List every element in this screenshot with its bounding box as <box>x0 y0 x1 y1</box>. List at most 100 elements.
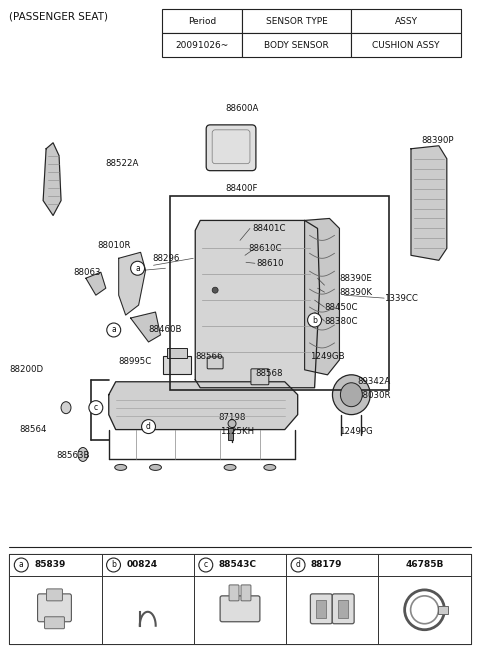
Text: SENSOR TYPE: SENSOR TYPE <box>266 17 327 26</box>
Text: d: d <box>146 422 151 431</box>
Text: 88401C: 88401C <box>252 224 286 233</box>
Bar <box>378 554 471 576</box>
Polygon shape <box>86 272 106 295</box>
Circle shape <box>199 558 213 572</box>
Text: 85839: 85839 <box>34 560 66 569</box>
Text: 88390E: 88390E <box>339 274 372 283</box>
Polygon shape <box>119 253 145 315</box>
Text: 88600A: 88600A <box>225 104 259 113</box>
Ellipse shape <box>150 464 161 470</box>
Text: 00824: 00824 <box>126 560 157 569</box>
Bar <box>242 9 351 33</box>
Text: (PASSENGER SEAT): (PASSENGER SEAT) <box>9 11 108 22</box>
Bar <box>351 33 461 57</box>
Polygon shape <box>131 312 160 342</box>
Bar <box>351 9 461 33</box>
Bar <box>286 554 378 576</box>
Text: ASSY: ASSY <box>395 17 418 26</box>
Text: b: b <box>312 316 317 325</box>
Text: 88450C: 88450C <box>324 302 358 312</box>
Circle shape <box>212 287 218 293</box>
Ellipse shape <box>340 382 362 407</box>
Bar <box>162 33 242 57</box>
Bar <box>338 600 348 618</box>
Text: 1249GB: 1249GB <box>310 352 344 361</box>
Ellipse shape <box>78 447 88 461</box>
Circle shape <box>142 420 156 434</box>
Circle shape <box>131 261 144 276</box>
Bar <box>162 9 242 33</box>
Text: a: a <box>135 264 140 273</box>
Polygon shape <box>411 146 447 260</box>
Bar <box>164 356 192 374</box>
Bar <box>438 606 448 614</box>
Bar <box>9 576 102 644</box>
Ellipse shape <box>333 375 370 415</box>
Bar <box>286 576 378 644</box>
Bar <box>170 195 389 390</box>
Text: b: b <box>111 560 116 569</box>
Polygon shape <box>195 220 320 388</box>
Circle shape <box>228 420 236 428</box>
Circle shape <box>14 558 28 572</box>
Polygon shape <box>109 382 298 430</box>
Text: 88995C: 88995C <box>119 358 152 366</box>
Text: BODY SENSOR: BODY SENSOR <box>264 41 329 50</box>
Circle shape <box>107 323 120 337</box>
Text: d: d <box>296 560 300 569</box>
Bar <box>168 348 187 358</box>
Text: 20091026~: 20091026~ <box>176 41 229 50</box>
FancyBboxPatch shape <box>229 585 239 601</box>
Text: c: c <box>94 403 98 412</box>
FancyBboxPatch shape <box>45 617 64 628</box>
Text: a: a <box>111 325 116 335</box>
Text: 89342A: 89342A <box>357 377 391 386</box>
Text: 88522A: 88522A <box>106 159 139 168</box>
Bar <box>194 554 286 576</box>
FancyBboxPatch shape <box>47 589 62 601</box>
Circle shape <box>107 558 120 572</box>
Text: 88568: 88568 <box>255 369 282 379</box>
Text: 46785B: 46785B <box>405 560 444 569</box>
Circle shape <box>291 558 305 572</box>
Text: 87198: 87198 <box>218 413 245 422</box>
Text: 88179: 88179 <box>311 560 343 569</box>
Bar <box>102 576 194 644</box>
FancyBboxPatch shape <box>37 594 72 622</box>
Circle shape <box>89 401 103 415</box>
Bar <box>316 600 326 618</box>
Text: c: c <box>204 560 208 569</box>
Text: a: a <box>19 560 24 569</box>
Text: 88063: 88063 <box>73 268 100 277</box>
Text: 1249PG: 1249PG <box>339 427 373 436</box>
Bar <box>378 576 471 644</box>
Text: 88610: 88610 <box>256 258 283 268</box>
Text: 88390P: 88390P <box>421 136 454 145</box>
Text: 88400F: 88400F <box>226 184 258 193</box>
FancyBboxPatch shape <box>206 125 256 171</box>
FancyBboxPatch shape <box>332 594 354 624</box>
Bar <box>194 576 286 644</box>
Ellipse shape <box>61 401 71 414</box>
Text: 88564: 88564 <box>19 425 47 434</box>
Ellipse shape <box>115 464 127 470</box>
FancyBboxPatch shape <box>241 585 251 601</box>
Text: 88390K: 88390K <box>339 287 372 297</box>
Text: Period: Period <box>188 17 216 26</box>
FancyBboxPatch shape <box>311 594 332 624</box>
Text: CUSHION ASSY: CUSHION ASSY <box>372 41 440 50</box>
Text: 88566: 88566 <box>195 352 223 361</box>
Ellipse shape <box>264 464 276 470</box>
Bar <box>242 33 351 57</box>
FancyBboxPatch shape <box>207 357 223 369</box>
Text: 88460B: 88460B <box>148 325 182 335</box>
Text: 1339CC: 1339CC <box>384 294 418 302</box>
Text: 88296: 88296 <box>153 254 180 263</box>
Text: 88610C: 88610C <box>248 244 281 253</box>
Text: 88200D: 88200D <box>9 365 44 375</box>
Bar <box>9 554 102 576</box>
Ellipse shape <box>224 464 236 470</box>
Bar <box>9 554 471 644</box>
FancyBboxPatch shape <box>220 596 260 622</box>
FancyBboxPatch shape <box>228 428 233 440</box>
